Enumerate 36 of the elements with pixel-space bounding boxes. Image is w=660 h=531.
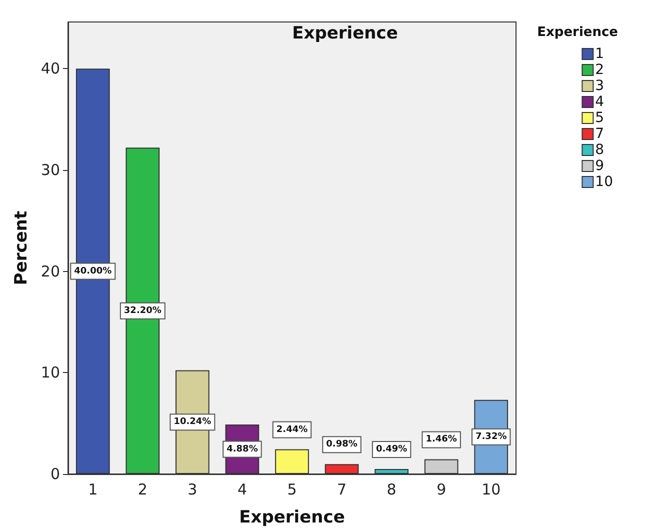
legend-label: 10: [595, 174, 614, 190]
data-label: 2.44%: [276, 424, 308, 435]
x-tick-label: 2: [138, 480, 148, 498]
x-tick-label: 5: [287, 480, 297, 498]
x-tick-label: 1: [88, 480, 98, 498]
data-label: 1.46%: [426, 434, 457, 445]
legend-label: 7: [595, 126, 604, 142]
legend-label: 2: [595, 62, 604, 78]
data-label: 0.49%: [376, 444, 408, 455]
legend-label: 1: [595, 46, 604, 62]
y-tick-label: 10: [40, 364, 60, 382]
chart-title: Experience: [292, 24, 398, 44]
y-tick-label: 30: [40, 160, 60, 179]
legend-label: 4: [595, 94, 604, 110]
y-axis-title: Percent: [12, 210, 32, 286]
y-tick-label: 40: [40, 60, 60, 78]
data-label: 40.00%: [74, 266, 112, 276]
x-axis-title: Experience: [239, 508, 345, 528]
x-tick-label: 3: [188, 480, 198, 498]
x-tick-label: 9: [436, 480, 446, 498]
x-tick-label: 8: [386, 480, 396, 498]
data-label: 7.32%: [475, 432, 507, 442]
legend-label: 3: [595, 78, 604, 94]
data-label: 4.88%: [226, 444, 258, 454]
legend-label: 5: [595, 110, 604, 126]
x-tick-label: 10: [482, 480, 501, 498]
data-label: 10.24%: [174, 417, 212, 428]
data-label: 32.20%: [124, 306, 162, 316]
legend-label: 9: [595, 158, 604, 174]
legend-label: 8: [595, 142, 604, 158]
y-tick-label: 20: [40, 262, 60, 280]
x-tick-label: 7: [337, 480, 347, 498]
y-tick-label: 0: [50, 465, 60, 483]
legend-title: Experience: [537, 25, 618, 40]
x-tick-label: 4: [237, 480, 247, 498]
data-label: 0.98%: [326, 440, 358, 450]
